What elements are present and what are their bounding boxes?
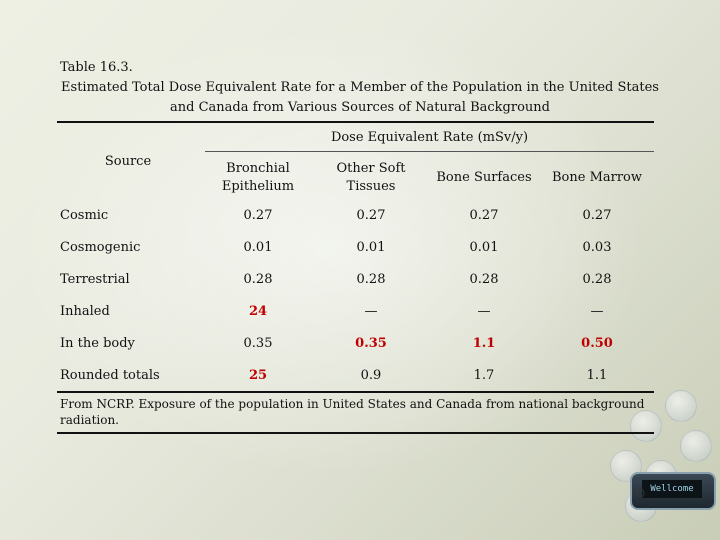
- source-cell: In the body: [60, 336, 135, 351]
- value-cell: —: [590, 304, 604, 319]
- table-top-rule: [57, 121, 654, 123]
- value-cell: 0.27: [582, 208, 612, 223]
- source-cell: Cosmic: [60, 208, 109, 223]
- value-cell: 0.28: [469, 272, 499, 287]
- table-footnote: From NCRP. Exposure of the population in…: [60, 397, 645, 427]
- table-number: Table 16.3.: [60, 60, 133, 75]
- value-cell: 0.28: [582, 272, 612, 287]
- group-header-rule: [205, 151, 654, 152]
- group-header: Dose Equivalent Rate (mSv/y): [330, 130, 529, 145]
- value-cell: —: [364, 304, 378, 319]
- value-cell: 1.1: [586, 368, 608, 383]
- value-cell: 0.01: [243, 240, 273, 255]
- value-cell: 0.01: [469, 240, 499, 255]
- value-cell: —: [477, 304, 491, 319]
- value-cell: 0.28: [243, 272, 273, 287]
- source-cell: Inhaled: [60, 304, 110, 319]
- value-cell: 25: [248, 368, 268, 383]
- value-cell: 0.50: [581, 336, 613, 351]
- column-header: Other Soft Tissues: [336, 161, 406, 194]
- device-screen: Wellcome: [642, 480, 702, 498]
- value-cell: 0.27: [469, 208, 499, 223]
- slide-number: 10: [631, 487, 645, 500]
- value-cell: 24: [248, 304, 268, 319]
- source-cell: Cosmogenic: [60, 240, 141, 255]
- table-bottom-rule: [57, 391, 654, 393]
- value-cell: 0.9: [360, 368, 382, 383]
- value-cell: 1.7: [473, 368, 495, 383]
- value-cell: 0.27: [243, 208, 273, 223]
- column-header: Bone Marrow: [551, 170, 643, 185]
- value-cell: 0.01: [356, 240, 386, 255]
- value-cell: 0.35: [355, 336, 387, 351]
- value-cell: 0.27: [356, 208, 386, 223]
- column-header: Bone Surfaces: [436, 170, 532, 185]
- value-cell: 0.03: [582, 240, 612, 255]
- column-header: Bronchial Epithelium: [221, 161, 295, 194]
- footnote-rule: [57, 432, 654, 434]
- background-decoration: [26, 69, 49, 127]
- table-title: Estimated Total Dose Equivalent Rate for…: [61, 80, 659, 115]
- source-cell: Rounded totals: [60, 368, 160, 383]
- value-cell: 0.35: [243, 336, 273, 351]
- table-caption: Table 16.3. Estimated Total Dose Equival…: [60, 58, 660, 118]
- source-cell: Terrestrial: [60, 272, 130, 287]
- value-cell: 0.28: [356, 272, 386, 287]
- value-cell: 1.1: [472, 336, 496, 351]
- row-header: Source: [104, 154, 152, 169]
